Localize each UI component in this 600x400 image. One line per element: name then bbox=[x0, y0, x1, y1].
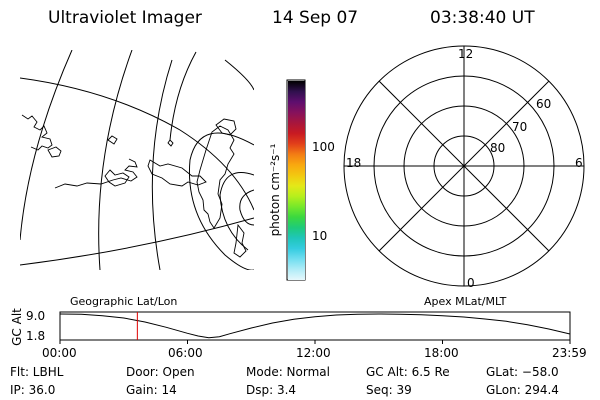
polar-plot bbox=[343, 45, 585, 287]
status-glon: GLon: 294.4 bbox=[486, 383, 559, 397]
mlt-label-18: 18 bbox=[346, 156, 362, 170]
altitude-y-tick: 9.0 bbox=[26, 309, 46, 323]
map-meridian bbox=[98, 50, 133, 270]
date-label: 14 Sep 07 bbox=[272, 8, 359, 28]
status-glat: GLat: −58.0 bbox=[486, 365, 559, 379]
map-parallel bbox=[224, 59, 254, 91]
mlat-label-70: 70 bbox=[512, 120, 528, 134]
mlt-label-12: 12 bbox=[458, 47, 474, 61]
status-mode: Mode: Normal bbox=[246, 365, 330, 379]
colorbar-frame bbox=[286, 79, 306, 281]
geo-panel-label: Geographic Lat/Lon bbox=[70, 295, 178, 308]
altitude-x-tick: 12:00 bbox=[296, 346, 331, 360]
coastline bbox=[196, 125, 235, 229]
altitude-x-tick: 00:00 bbox=[42, 346, 77, 360]
altitude-x-tick: 23:59 bbox=[552, 346, 587, 360]
status-gc-alt: GC Alt: 6.5 Re bbox=[366, 365, 450, 379]
coastline bbox=[104, 169, 130, 187]
status-ip: IP: 36.0 bbox=[10, 383, 56, 397]
map-meridian bbox=[169, 51, 197, 141]
map-meridian bbox=[20, 50, 73, 241]
polar-diagonal bbox=[378, 80, 550, 252]
coastline bbox=[47, 146, 62, 158]
coastline bbox=[54, 158, 138, 189]
coastline bbox=[107, 135, 118, 145]
status-seq: Seq: 39 bbox=[366, 383, 412, 397]
colorbar bbox=[288, 81, 305, 280]
map-meridian bbox=[151, 59, 173, 270]
altitude-x-tick: 06:00 bbox=[168, 346, 203, 360]
status-gain: Gain: 14 bbox=[126, 383, 177, 397]
colorbar-tick-label: 100 bbox=[312, 140, 335, 154]
mlat-label-60: 60 bbox=[536, 97, 552, 111]
coastline bbox=[21, 114, 53, 151]
mlt-label-0: 0 bbox=[467, 276, 475, 290]
status-dsp: Dsp: 3.4 bbox=[246, 383, 297, 397]
instrument-title: Ultraviolet Imager bbox=[48, 8, 202, 28]
coastline bbox=[167, 139, 174, 147]
status-flt: Flt: LBHL bbox=[10, 365, 64, 379]
colorbar-unit-label: photon cm⁻²s⁻¹ bbox=[268, 143, 282, 237]
status-door: Door: Open bbox=[126, 365, 195, 379]
mlt-label-6: 6 bbox=[575, 156, 583, 170]
altitude-curve bbox=[59, 313, 571, 339]
map-parallel bbox=[20, 77, 254, 211]
mlat-label-80: 80 bbox=[490, 141, 506, 155]
map-parallel bbox=[188, 132, 254, 270]
polar-panel-label: Apex MLat/MLT bbox=[424, 295, 507, 308]
colorbar-tick-label: 10 bbox=[312, 229, 328, 243]
coastline bbox=[215, 118, 237, 136]
altitude-y-tick: 1.8 bbox=[26, 329, 46, 343]
map-parallel bbox=[20, 217, 254, 266]
coastline bbox=[233, 223, 247, 258]
time-label: 03:38:40 UT bbox=[430, 8, 535, 28]
altitude-x-tick: 18:00 bbox=[424, 346, 459, 360]
altitude-axis-label: GC Alt bbox=[10, 308, 24, 346]
map-parallel bbox=[219, 172, 254, 251]
map-parallel bbox=[239, 189, 254, 226]
